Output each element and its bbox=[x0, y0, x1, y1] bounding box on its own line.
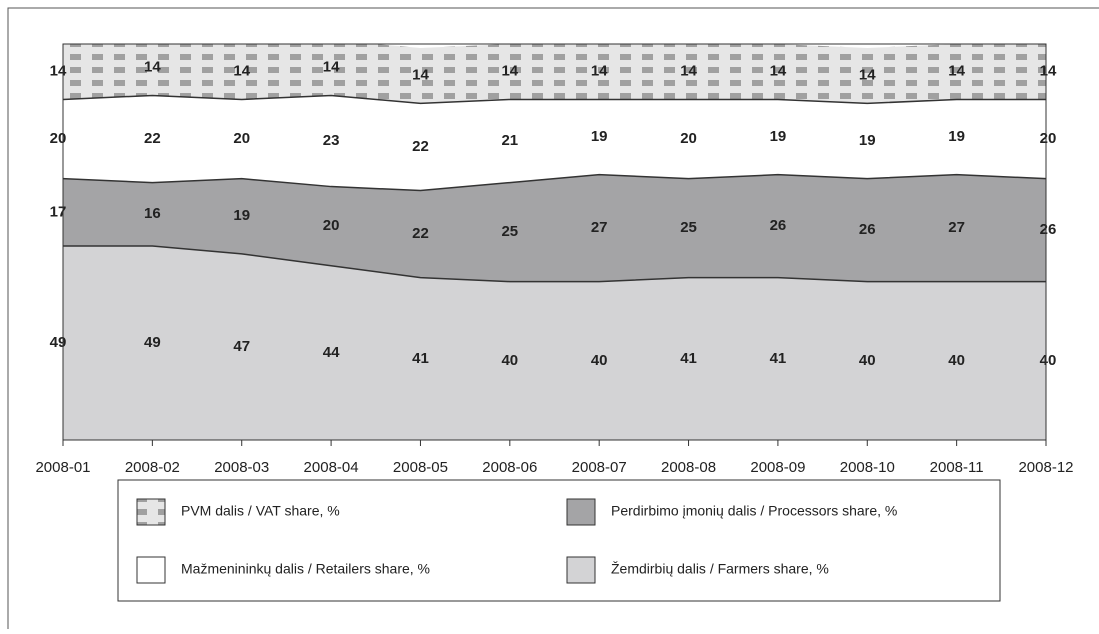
x-tick-label: 2008-04 bbox=[304, 459, 359, 476]
value-label: 40 bbox=[591, 352, 608, 369]
value-label: 40 bbox=[501, 352, 518, 369]
value-label: 14 bbox=[859, 67, 876, 84]
x-tick-label: 2008-12 bbox=[1018, 459, 1073, 476]
value-label: 41 bbox=[770, 350, 787, 367]
value-label: 44 bbox=[323, 344, 340, 361]
value-label: 25 bbox=[680, 219, 697, 236]
value-label: 49 bbox=[144, 334, 161, 351]
value-label: 26 bbox=[1040, 221, 1057, 238]
value-label: 14 bbox=[948, 63, 965, 80]
value-label: 26 bbox=[859, 221, 876, 238]
value-label: 14 bbox=[412, 67, 429, 84]
value-label: 14 bbox=[50, 63, 67, 80]
value-label: 41 bbox=[412, 350, 429, 367]
value-label: 20 bbox=[50, 130, 67, 147]
value-label: 22 bbox=[412, 138, 429, 155]
value-label: 17 bbox=[50, 203, 67, 220]
value-label: 25 bbox=[501, 223, 518, 240]
x-tick-label: 2008-07 bbox=[572, 459, 627, 476]
x-tick-label: 2008-10 bbox=[840, 459, 895, 476]
x-tick-label: 2008-08 bbox=[661, 459, 716, 476]
x-tick-label: 2008-11 bbox=[930, 459, 984, 476]
value-label: 21 bbox=[501, 132, 518, 149]
x-tick-label: 2008-01 bbox=[35, 459, 90, 476]
area bbox=[63, 245, 1046, 440]
value-label: 20 bbox=[1040, 130, 1057, 147]
value-label: 19 bbox=[770, 128, 787, 145]
area bbox=[63, 44, 1046, 104]
value-label: 40 bbox=[948, 352, 965, 369]
legend-swatch bbox=[566, 556, 596, 584]
legend-label: Mažmenininkų dalis / Retailers share, % bbox=[181, 561, 430, 577]
area-edge bbox=[63, 173, 1046, 192]
value-label: 14 bbox=[233, 63, 250, 80]
value-label: 47 bbox=[233, 338, 250, 355]
legend-swatch bbox=[136, 498, 166, 526]
x-tick-label: 2008-02 bbox=[125, 459, 180, 476]
area-edge bbox=[63, 94, 1046, 105]
value-label: 27 bbox=[948, 219, 965, 236]
value-label: 20 bbox=[323, 217, 340, 234]
value-label: 14 bbox=[144, 59, 161, 76]
x-tick-label: 2008-06 bbox=[482, 459, 537, 476]
value-label: 19 bbox=[591, 128, 608, 145]
value-label: 14 bbox=[680, 63, 697, 80]
legend-swatch bbox=[136, 556, 166, 584]
value-label: 14 bbox=[501, 63, 518, 80]
value-label: 23 bbox=[323, 132, 340, 149]
value-label: 27 bbox=[591, 219, 608, 236]
area bbox=[63, 174, 1046, 282]
plot-border bbox=[62, 43, 1047, 441]
plot-area bbox=[63, 44, 1046, 440]
area bbox=[63, 95, 1046, 191]
value-label: 14 bbox=[323, 59, 340, 76]
value-label: 19 bbox=[233, 207, 250, 224]
value-label: 49 bbox=[50, 334, 67, 351]
frame bbox=[7, 7, 1099, 629]
value-label: 20 bbox=[233, 130, 250, 147]
value-label: 40 bbox=[1040, 352, 1057, 369]
legend-box bbox=[117, 479, 1001, 602]
value-label: 14 bbox=[1040, 63, 1057, 80]
x-tick-label: 2008-05 bbox=[393, 459, 448, 476]
x-tick-label: 2008-09 bbox=[750, 459, 805, 476]
value-label: 22 bbox=[412, 225, 429, 242]
legend-swatch bbox=[566, 498, 596, 526]
area-edge bbox=[63, 245, 1046, 283]
x-tick-label: 2008-03 bbox=[214, 459, 269, 476]
value-label: 22 bbox=[144, 130, 161, 147]
value-label: 41 bbox=[680, 350, 697, 367]
value-label: 20 bbox=[680, 130, 697, 147]
value-label: 19 bbox=[859, 132, 876, 149]
value-label: 40 bbox=[859, 352, 876, 369]
value-label: 19 bbox=[948, 128, 965, 145]
value-label: 26 bbox=[770, 217, 787, 234]
legend-label: Žemdirbių dalis / Farmers share, % bbox=[611, 561, 829, 577]
legend-label: PVM dalis / VAT share, % bbox=[181, 503, 340, 519]
value-label: 14 bbox=[770, 63, 787, 80]
value-label: 16 bbox=[144, 205, 161, 222]
value-label: 14 bbox=[591, 63, 608, 80]
legend-label: Perdirbimo įmonių dalis / Processors sha… bbox=[611, 503, 897, 519]
